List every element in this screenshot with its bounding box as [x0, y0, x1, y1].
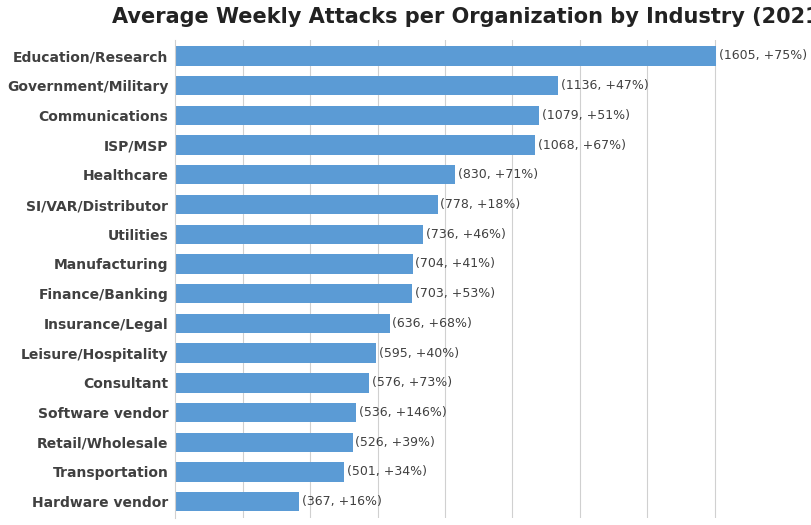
- Bar: [175, 195, 437, 214]
- Text: (1068, +67%): (1068, +67%): [538, 139, 626, 152]
- Bar: [175, 106, 539, 125]
- Bar: [175, 284, 412, 303]
- Bar: [175, 463, 344, 481]
- Bar: [175, 254, 413, 274]
- Text: (367, +16%): (367, +16%): [302, 495, 381, 508]
- Text: (736, +46%): (736, +46%): [426, 228, 506, 241]
- Text: (636, +68%): (636, +68%): [393, 317, 472, 330]
- Bar: [175, 343, 375, 363]
- Bar: [175, 165, 455, 184]
- Text: (1605, +75%): (1605, +75%): [719, 49, 807, 62]
- Text: (595, +40%): (595, +40%): [379, 346, 459, 360]
- Bar: [175, 403, 356, 422]
- Text: (830, +71%): (830, +71%): [457, 169, 538, 181]
- Title: Average Weekly Attacks per Organization by Industry (2021): Average Weekly Attacks per Organization …: [112, 7, 811, 27]
- Bar: [175, 135, 535, 155]
- Bar: [175, 373, 370, 393]
- Text: (526, +39%): (526, +39%): [355, 436, 436, 449]
- Bar: [175, 314, 389, 333]
- Text: (778, +18%): (778, +18%): [440, 198, 521, 211]
- Text: (536, +146%): (536, +146%): [358, 406, 446, 419]
- Text: (1079, +51%): (1079, +51%): [542, 109, 629, 122]
- Text: (703, +53%): (703, +53%): [415, 287, 495, 300]
- Text: (704, +41%): (704, +41%): [415, 257, 496, 270]
- Bar: [175, 225, 423, 244]
- Bar: [175, 46, 716, 66]
- Text: (1136, +47%): (1136, +47%): [561, 79, 649, 92]
- Text: (576, +73%): (576, +73%): [372, 376, 453, 390]
- Bar: [175, 76, 558, 96]
- Text: (501, +34%): (501, +34%): [347, 466, 427, 478]
- Bar: [175, 492, 299, 511]
- Bar: [175, 433, 353, 452]
